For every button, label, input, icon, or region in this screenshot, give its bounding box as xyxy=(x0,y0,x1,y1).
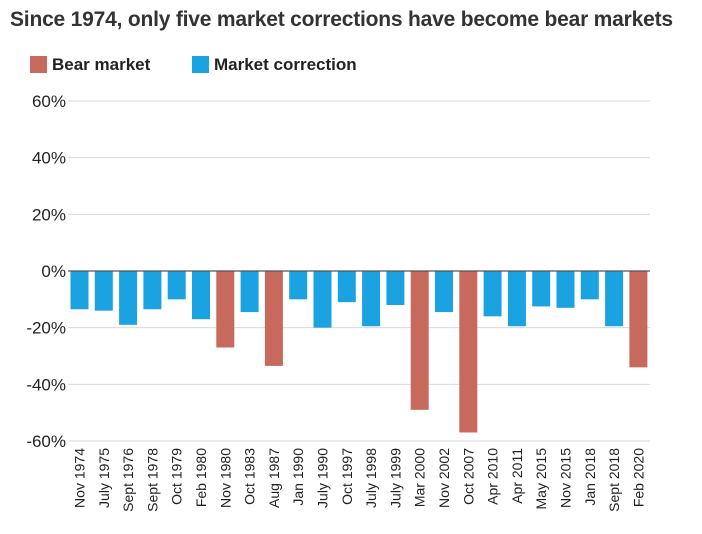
x-tick-label: July 1998 xyxy=(363,448,379,508)
bar xyxy=(264,271,283,366)
x-tick-label: Nov 2015 xyxy=(558,448,574,508)
x-tick-label: Jan 1990 xyxy=(290,448,306,506)
x-tick-label: July 1999 xyxy=(387,448,403,508)
x-tick-label: July 1990 xyxy=(315,448,331,508)
bar xyxy=(410,271,429,410)
bar xyxy=(94,271,113,311)
bar xyxy=(556,271,575,308)
x-tick-label: Oct 1983 xyxy=(242,448,258,505)
y-tick-label: -20% xyxy=(26,319,66,338)
bar xyxy=(240,271,259,313)
bar xyxy=(483,271,502,317)
legend-swatch-bear xyxy=(30,56,47,73)
x-tick-label: Sept 2018 xyxy=(606,448,622,512)
y-tick-label: -60% xyxy=(26,432,66,451)
x-tick-label: Mar 2000 xyxy=(412,448,428,507)
legend-label-bear: Bear market xyxy=(52,55,151,74)
bar xyxy=(605,271,624,327)
x-tick-label: May 2015 xyxy=(533,448,549,510)
bar xyxy=(435,271,453,313)
bar xyxy=(362,271,381,327)
x-tick-label: Sept 1978 xyxy=(144,448,160,512)
x-tick-label: Apr 2010 xyxy=(485,448,501,505)
bar xyxy=(629,271,648,368)
x-tick-label: Nov 2002 xyxy=(436,448,452,508)
bar xyxy=(459,271,478,433)
bar xyxy=(216,271,235,348)
y-tick-label: 20% xyxy=(32,205,66,224)
legend-label-correction: Market correction xyxy=(214,55,357,74)
bar xyxy=(167,271,186,300)
bar xyxy=(70,271,89,310)
bar xyxy=(337,271,356,303)
chart-title: Since 1974, only five market corrections… xyxy=(10,8,673,31)
bar xyxy=(532,271,551,307)
x-tick-label: Nov 1974 xyxy=(72,448,88,508)
x-tick-label: Apr 2011 xyxy=(509,448,525,504)
y-tick-label: 40% xyxy=(32,149,66,168)
bar xyxy=(143,271,162,310)
y-tick-label: 60% xyxy=(32,92,66,111)
x-tick-label: Sept 1976 xyxy=(120,448,136,512)
bar xyxy=(507,271,526,327)
y-tick-label: -40% xyxy=(26,375,66,394)
legend-swatch-correction xyxy=(192,56,209,73)
x-tick-label: Oct 1997 xyxy=(339,448,355,505)
x-tick-label: Feb 2020 xyxy=(630,448,646,507)
bar xyxy=(289,271,308,300)
x-tick-label: Nov 1980 xyxy=(217,448,233,508)
bar xyxy=(192,271,210,320)
bar xyxy=(119,271,138,325)
x-tick-label: July 1975 xyxy=(96,448,112,508)
y-tick-label: 0% xyxy=(41,262,66,281)
bar xyxy=(386,271,405,305)
x-tick-label: Jan 2018 xyxy=(582,448,598,506)
bar xyxy=(313,271,332,328)
x-tick-label: Feb 1980 xyxy=(193,448,209,507)
bar xyxy=(580,271,599,300)
x-tick-label: Aug 1987 xyxy=(266,448,282,508)
x-tick-label: Oct 1979 xyxy=(169,448,185,505)
x-tick-label: Oct 2007 xyxy=(460,448,476,505)
